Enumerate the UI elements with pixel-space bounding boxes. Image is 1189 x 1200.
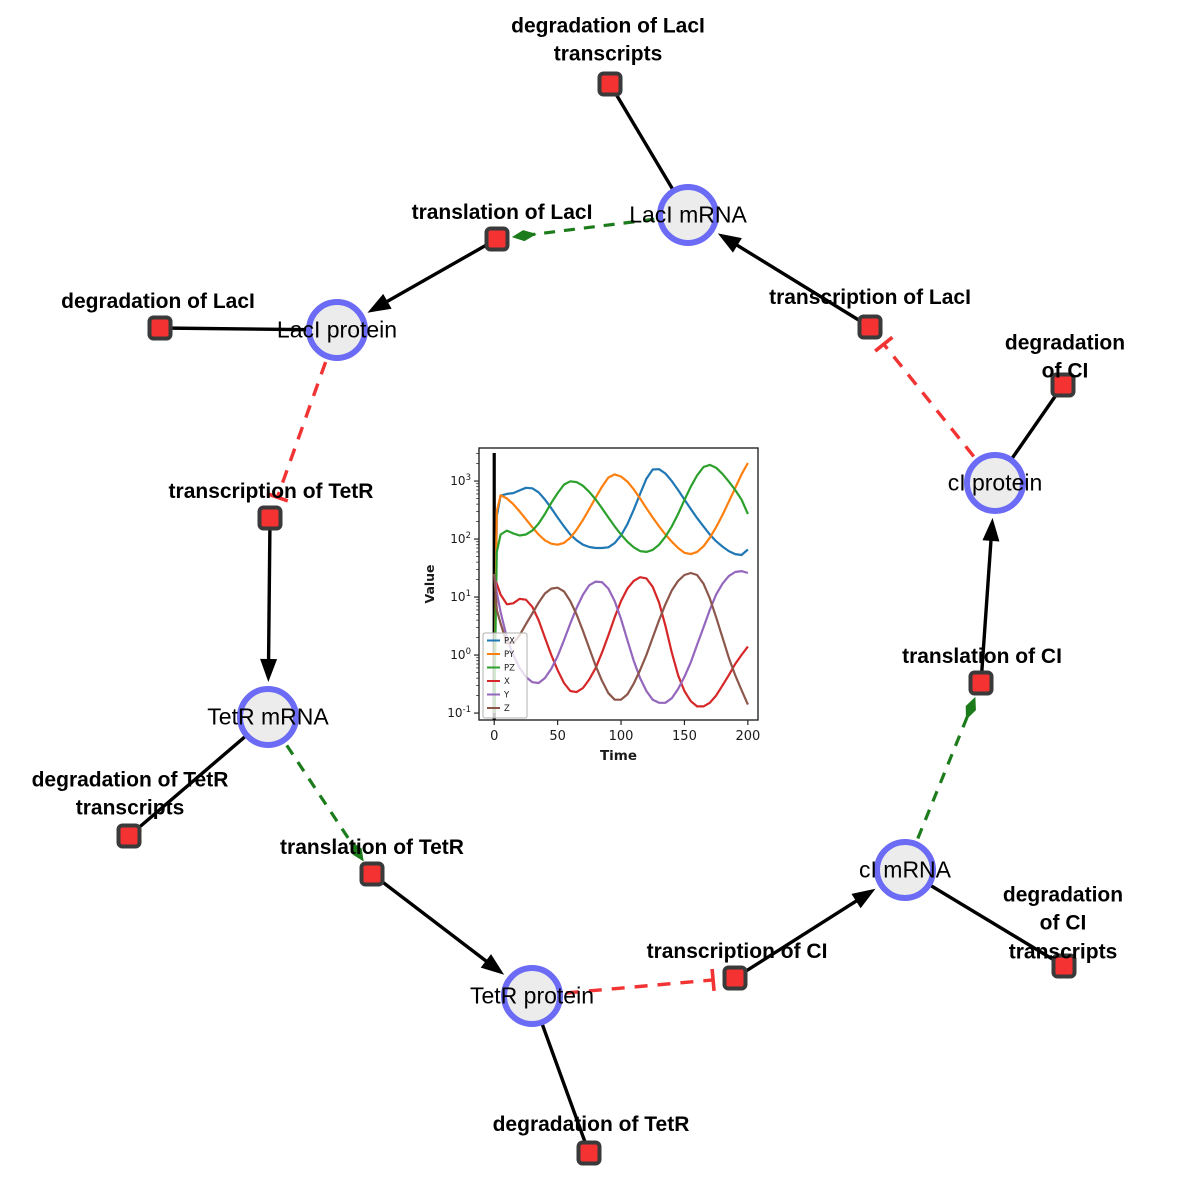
species-label-tetr-mrna: TetR mRNA bbox=[207, 703, 329, 730]
reaction-label-deg-ci: degradation of CI bbox=[1004, 331, 1126, 383]
edge-line bbox=[710, 968, 716, 992]
x-tick-label: 0 bbox=[490, 729, 498, 744]
species-label-laci-mrna: LacI mRNA bbox=[629, 201, 747, 228]
reaction-node-txn-tetr[interactable] bbox=[257, 505, 283, 531]
series-Y bbox=[493, 570, 749, 704]
species-label-tetr-protein: TetR protein bbox=[469, 982, 595, 1009]
reaction-label-deg-laci: degradation of LacI bbox=[61, 289, 255, 313]
edge-line bbox=[266, 517, 272, 673]
y-axis-label: Value bbox=[422, 564, 437, 603]
arrowhead bbox=[717, 233, 742, 253]
edge-line bbox=[725, 237, 871, 329]
reaction-node-txn-ci[interactable] bbox=[722, 965, 748, 991]
reaction-label-deg-tetr-tx: degradation of TetR transcripts bbox=[31, 768, 229, 820]
modifier-arrowhead bbox=[965, 696, 976, 721]
legend-label-PX: PX bbox=[504, 637, 515, 647]
y-tick-label: 10-1 bbox=[447, 705, 471, 720]
reaction-node-deg-tetr-tx[interactable] bbox=[116, 823, 142, 849]
x-axis-label: Time bbox=[600, 748, 637, 764]
reaction-node-deg-ci[interactable] bbox=[1050, 372, 1076, 398]
reaction-node-deg-laci-tx[interactable] bbox=[597, 71, 623, 97]
x-tick-label: 200 bbox=[735, 729, 760, 744]
reaction-node-txn-laci[interactable] bbox=[857, 314, 883, 340]
reaction-label-txn-ci: transcription of CI bbox=[646, 939, 828, 963]
edge-line bbox=[375, 237, 498, 310]
arrowhead bbox=[367, 293, 392, 313]
arrowhead bbox=[480, 954, 505, 975]
y-tick-label: 101 bbox=[450, 589, 471, 604]
species-label-ci-protein: cI protein bbox=[947, 469, 1043, 496]
species-label-ci-mrna: cI mRNA bbox=[859, 856, 951, 883]
arrowhead bbox=[982, 517, 1000, 542]
arrowhead bbox=[851, 888, 876, 909]
species-node-ci-protein[interactable] bbox=[964, 452, 1026, 514]
series-PX bbox=[493, 468, 749, 714]
species-node-tetr-mrna[interactable] bbox=[237, 686, 299, 748]
series-Z bbox=[493, 571, 749, 706]
reaction-label-txn-laci: transcription of LacI bbox=[769, 285, 971, 309]
reaction-node-transl-laci[interactable] bbox=[484, 226, 510, 252]
reaction-label-txn-tetr: transcription of TetR bbox=[168, 479, 374, 503]
edge-line bbox=[916, 703, 974, 840]
species-node-ci-mrna[interactable] bbox=[874, 839, 936, 901]
reaction-node-transl-ci[interactable] bbox=[968, 670, 994, 696]
y-tick-label: 102 bbox=[450, 531, 471, 546]
edge-line bbox=[370, 872, 498, 971]
y-tick-label: 103 bbox=[450, 473, 471, 488]
legend-label-Y: Y bbox=[503, 691, 510, 701]
timecourse-inset: 0 50 100 150 200 10-1 100 101 102 103 Time Value PX P… bbox=[420, 428, 772, 768]
x-tick-label: 50 bbox=[549, 729, 566, 744]
edge-line bbox=[979, 527, 994, 684]
reaction-node-deg-ci-tx[interactable] bbox=[1051, 953, 1077, 979]
edge-line bbox=[275, 361, 328, 498]
reaction-node-deg-laci[interactable] bbox=[147, 315, 173, 341]
edge-line bbox=[734, 892, 868, 980]
x-tick-label: 100 bbox=[609, 729, 634, 744]
reaction-label-deg-ci-tx: degradation of CI transcripts bbox=[1002, 883, 1124, 964]
reaction-label-transl-ci: translation of CI bbox=[902, 644, 1062, 668]
legend-label-PZ: PZ bbox=[504, 664, 515, 674]
edge-line bbox=[519, 217, 655, 238]
arrowhead bbox=[260, 658, 278, 683]
legend-label-Z: Z bbox=[504, 704, 510, 714]
species-label-laci-protein: LacI protein bbox=[276, 316, 398, 343]
legend-label-X: X bbox=[504, 677, 510, 687]
modifier-arrowhead bbox=[511, 230, 537, 242]
legend-label-PY: PY bbox=[504, 650, 515, 660]
edge-line bbox=[874, 335, 894, 353]
reaction-label-transl-laci: translation of LacI bbox=[411, 200, 593, 224]
species-node-laci-mrna[interactable] bbox=[657, 184, 719, 246]
x-tick-label: 150 bbox=[672, 729, 697, 744]
y-tick-label: 100 bbox=[450, 647, 471, 662]
edge-line bbox=[565, 978, 714, 995]
edge-line bbox=[285, 744, 361, 856]
reaction-node-transl-tetr[interactable] bbox=[359, 861, 385, 887]
timecourse-chart: 0 50 100 150 200 10-1 100 101 102 103 Time Value PX P… bbox=[422, 447, 760, 764]
species-node-tetr-protein[interactable] bbox=[501, 965, 563, 1027]
series-PZ bbox=[493, 463, 749, 714]
modifier-arrowhead bbox=[349, 840, 364, 862]
edge-line bbox=[882, 343, 976, 458]
reaction-label-deg-tetr: degradation of TetR bbox=[492, 1112, 690, 1136]
reaction-label-deg-laci-tx: degradation of LacI transcripts bbox=[511, 14, 705, 66]
reaction-label-transl-tetr: translation of TetR bbox=[280, 835, 464, 859]
species-node-laci-protein[interactable] bbox=[306, 299, 368, 361]
reaction-node-deg-tetr[interactable] bbox=[576, 1140, 602, 1166]
series-PY bbox=[493, 462, 749, 714]
edge-line bbox=[266, 491, 289, 503]
